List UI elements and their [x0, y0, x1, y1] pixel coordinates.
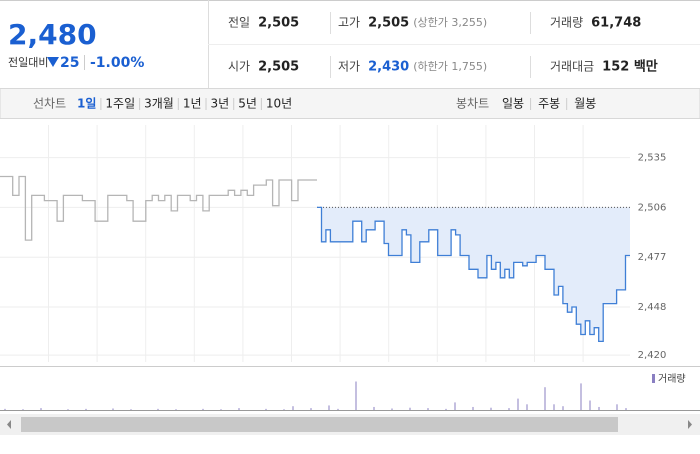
- volume-bar: [427, 408, 429, 410]
- stat-label: 시가: [228, 60, 250, 74]
- tab[interactable]: 일봉: [502, 97, 524, 111]
- change-percent: -1.00%: [90, 55, 144, 71]
- volume-bar: [22, 409, 24, 410]
- volume-bar: [292, 406, 294, 410]
- volume-bar: [391, 408, 393, 410]
- volume-bar: [526, 404, 528, 410]
- volume-bar: [328, 405, 330, 410]
- stat-label: 전일: [228, 16, 250, 30]
- down-arrow: [47, 57, 59, 67]
- tab-bar: [0, 88, 700, 119]
- volume-bar: [130, 409, 132, 410]
- volume-bar: [508, 408, 510, 410]
- tab[interactable]: 3개월: [144, 97, 174, 111]
- legend-swatch: [652, 374, 655, 383]
- volume-bar: [310, 408, 312, 410]
- price: 2,480: [8, 18, 97, 51]
- stat-label: 거래량: [550, 16, 583, 30]
- tab[interactable]: 월봉: [574, 97, 596, 111]
- volume-bar: [67, 409, 69, 410]
- change: 25: [60, 55, 79, 71]
- stat-label: 거래대금: [550, 60, 594, 74]
- tab[interactable]: 5년: [238, 97, 257, 111]
- stat-value: 152 백만: [602, 59, 658, 75]
- volume-bar: [490, 407, 492, 410]
- volume-bar: [625, 408, 627, 410]
- volume-bar: [409, 407, 411, 410]
- tab[interactable]: 주봉: [538, 97, 560, 111]
- volume-bar: [265, 408, 267, 410]
- volume-bar: [580, 383, 582, 410]
- volume-bar: [373, 406, 375, 410]
- line: [317, 206, 630, 343]
- scroll-left[interactable]: [7, 420, 11, 429]
- tab[interactable]: 1주일: [105, 97, 135, 111]
- volume-bar: [202, 408, 204, 410]
- volume-bar: [553, 404, 555, 410]
- volume-bar: [337, 408, 339, 410]
- volume-bar: [598, 406, 600, 410]
- volume-bar: [175, 409, 177, 410]
- tab-group-label: 봉차트: [456, 97, 489, 111]
- scroll-right[interactable]: [688, 420, 692, 429]
- stat-label: 저가: [338, 60, 360, 74]
- tab[interactable]: 10년: [266, 97, 292, 111]
- stat-value: 2,505: [368, 16, 409, 31]
- volume-bar: [4, 408, 6, 410]
- stat-note: (하한가 1,755): [413, 59, 487, 73]
- volume-bar: [472, 406, 474, 410]
- volume-bar: [454, 402, 456, 410]
- volume-bar: [544, 387, 546, 410]
- legend-label: 거래량: [658, 373, 686, 385]
- area: [317, 207, 630, 342]
- y-tick-label: 2,506: [638, 202, 667, 213]
- stat-value: 2,505: [258, 60, 299, 75]
- volume-bar: [445, 408, 447, 410]
- stat-note: (상한가 3,255): [413, 16, 487, 29]
- stat-value: 61,748: [591, 16, 641, 31]
- volume-bar: [85, 408, 87, 410]
- volume-bar: [355, 381, 357, 410]
- y-tick-label: 2,477: [638, 252, 667, 263]
- volume-bar: [283, 409, 285, 410]
- scrollbar-thumb[interactable]: [21, 417, 618, 432]
- volume-bar: [220, 409, 222, 410]
- y-tick-label: 2,535: [638, 153, 667, 164]
- stat-label: 고가: [338, 16, 360, 30]
- volume-bar: [238, 408, 240, 410]
- line: [0, 175, 317, 241]
- stat-value: 2,430: [368, 60, 409, 75]
- volume-bar: [562, 406, 564, 410]
- tab[interactable]: 1년: [183, 97, 202, 111]
- volume-bar: [112, 408, 114, 410]
- stat-value: 2,505: [258, 16, 299, 31]
- y-tick-label: 2,448: [638, 302, 667, 313]
- tab-group-label: 선차트: [33, 97, 66, 111]
- volume-bar: [40, 408, 42, 410]
- volume-bar: [616, 404, 618, 410]
- volume-bar: [589, 400, 591, 410]
- tab[interactable]: 1일: [77, 97, 96, 111]
- y-tick-label: 2,420: [638, 350, 667, 361]
- change-label: 전일대비: [8, 55, 48, 69]
- volume-bar: [517, 398, 519, 410]
- tab[interactable]: 3년: [211, 97, 230, 111]
- volume-bar: [157, 408, 159, 410]
